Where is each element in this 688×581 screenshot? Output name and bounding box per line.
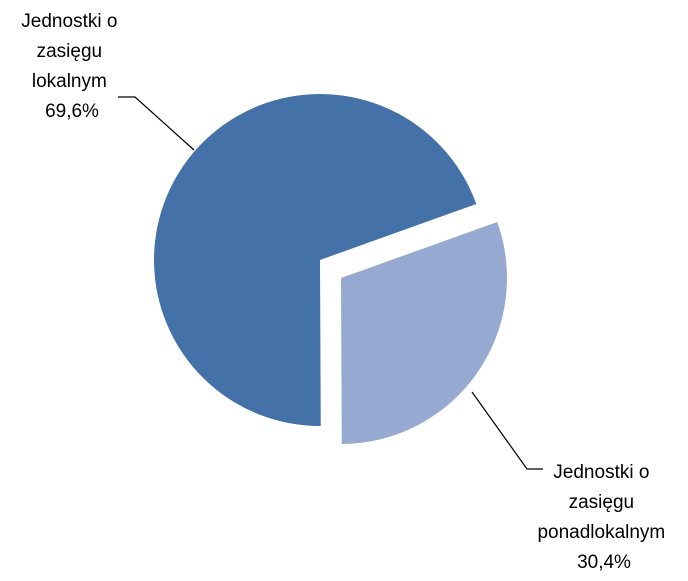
leader-line-ponadlokalnym bbox=[471, 391, 543, 470]
value-label: 30,4% bbox=[577, 552, 631, 573]
slice-label-lokalnym: Jednostki o zasięgu lokalnym 69,6% bbox=[21, 11, 122, 122]
label-line: lokalnym bbox=[32, 71, 107, 92]
leader-lines bbox=[118, 96, 543, 470]
leader-line-lokalnym bbox=[118, 96, 195, 151]
pie-slices bbox=[153, 94, 507, 444]
label-line: zasięgu bbox=[569, 492, 635, 513]
label-line: ponadlokalnym bbox=[537, 522, 665, 543]
slice-label-ponadlokalnym: Jednostki o zasięgu ponadlokalnym 30,4% bbox=[537, 462, 670, 573]
label-line: zasięgu bbox=[37, 41, 103, 62]
value-label: 69,6% bbox=[45, 101, 99, 122]
label-line: Jednostki o bbox=[553, 462, 649, 483]
pie-slice-lokalnym bbox=[153, 94, 477, 427]
pie-slice-ponadlokalnym bbox=[341, 222, 507, 444]
label-line: Jednostki o bbox=[21, 11, 117, 32]
